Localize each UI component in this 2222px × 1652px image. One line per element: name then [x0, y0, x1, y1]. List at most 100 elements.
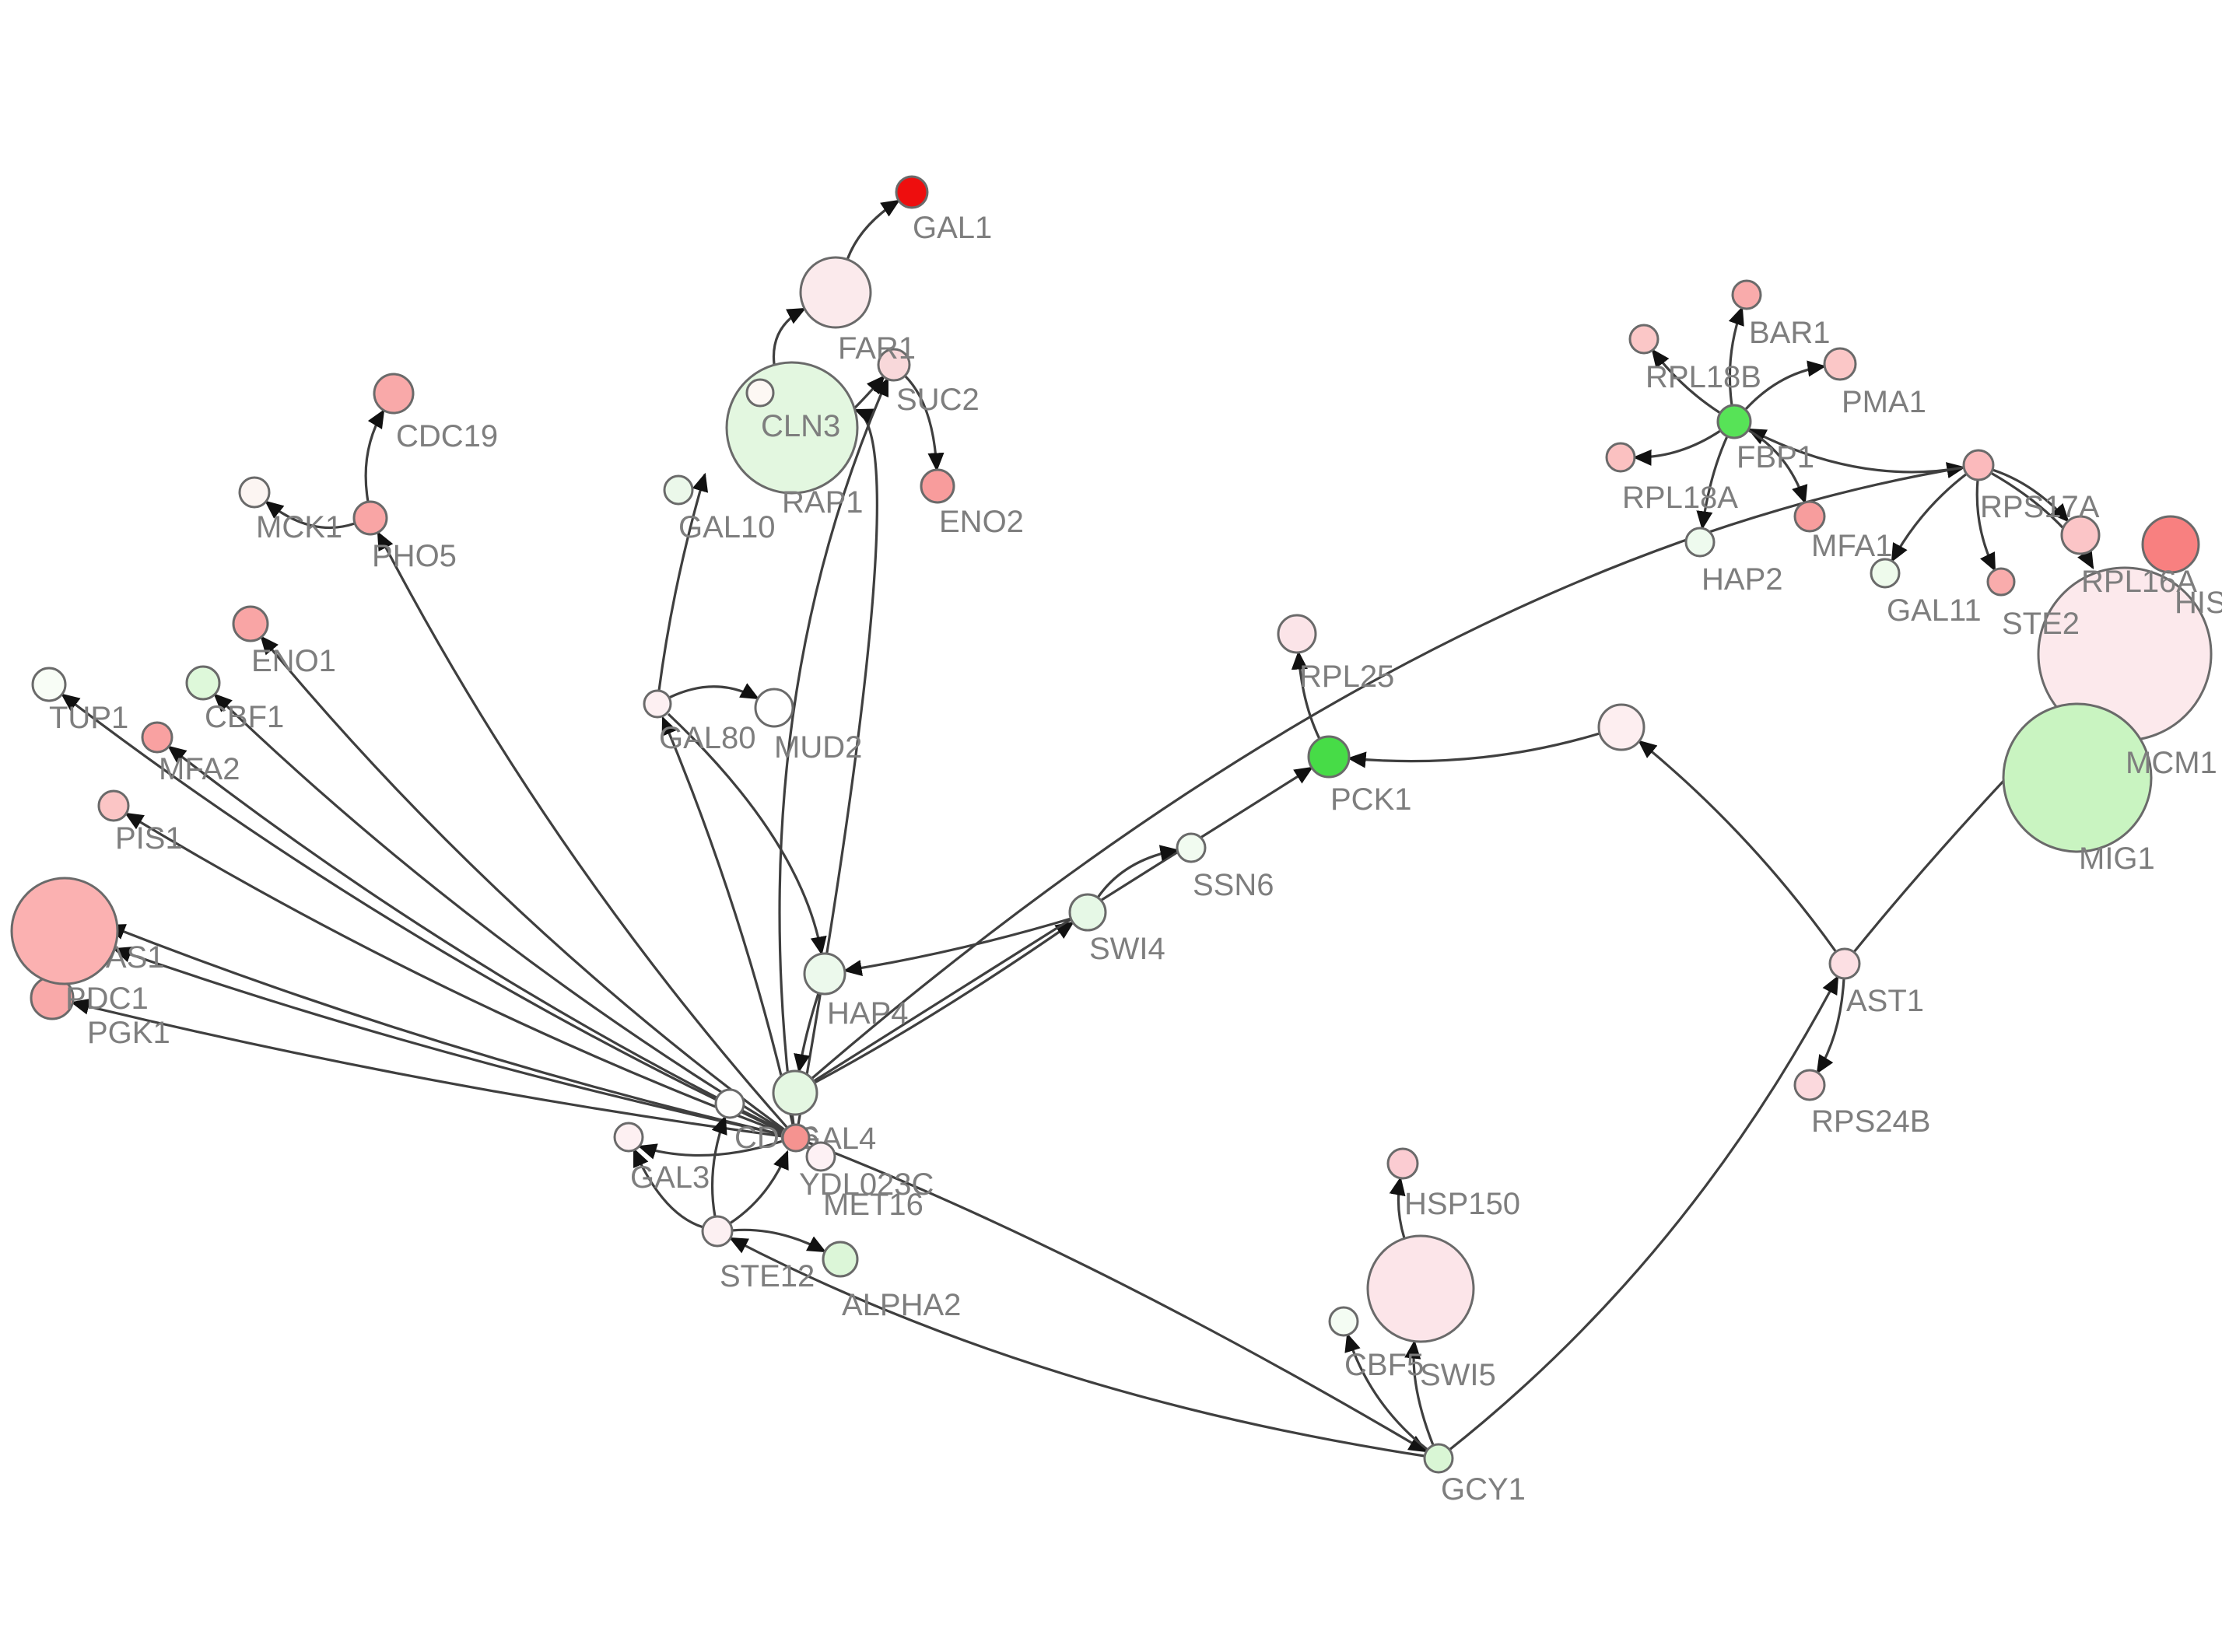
node-gal10[interactable]	[663, 474, 694, 506]
node-pinknode[interactable]	[1597, 703, 1645, 751]
node-eno1[interactable]	[232, 605, 269, 642]
node-ydl023c[interactable]	[781, 1123, 811, 1153]
node-hsp150[interactable]	[1386, 1147, 1419, 1180]
edge-gal80-rap1[interactable]	[657, 472, 709, 691]
node-alpha2[interactable]	[822, 1241, 859, 1278]
edge-cln3-far1[interactable]	[772, 307, 807, 365]
node-fbp1[interactable]	[1716, 404, 1752, 439]
node-gal3[interactable]	[613, 1122, 644, 1153]
node-rpl25[interactable]	[1277, 614, 1317, 654]
node-pdc1[interactable]	[10, 877, 119, 985]
edge-ydl023c-mfa2[interactable]	[167, 745, 785, 1133]
edge-gal80-hap4[interactable]	[667, 712, 827, 956]
node-ast1[interactable]	[1828, 947, 1861, 980]
edge-ydl023c-pho5[interactable]	[377, 530, 789, 1129]
edge-swi4-ssn6[interactable]	[1096, 845, 1179, 898]
edge-ydl023c-pis1[interactable]	[124, 812, 784, 1135]
edge-fbp1-mfa1[interactable]	[1747, 429, 1808, 505]
node-mfa2[interactable]	[141, 721, 173, 754]
edge-rps17a-fbp1[interactable]	[1747, 428, 1964, 474]
edge-ydl023c-tup1[interactable]	[61, 693, 785, 1134]
edge-gal4-rps17a[interactable]	[810, 462, 1966, 1080]
edge-rps17a-ste2[interactable]	[1975, 479, 1996, 572]
edge-ast1-pinknode[interactable]	[1638, 740, 1838, 953]
edge-ydl023c-pdc1[interactable]	[112, 947, 783, 1136]
edge-pinknode-pck1[interactable]	[1347, 732, 1600, 768]
edge-swi5-hsp150[interactable]	[1389, 1176, 1406, 1239]
edge-ydl023c-eno1[interactable]	[260, 635, 786, 1132]
edge-far1-gal1[interactable]	[846, 199, 901, 261]
edge-ste12-cdc6[interactable]	[710, 1115, 727, 1217]
edge-ydl023c-gal3[interactable]	[637, 1139, 783, 1160]
edge-suc2-eno2[interactable]	[903, 374, 945, 472]
node-pis1[interactable]	[97, 789, 130, 822]
node-swi5[interactable]	[1366, 1234, 1475, 1343]
node-gcy1[interactable]	[1423, 1443, 1454, 1474]
edge-gal80-mud2[interactable]	[668, 683, 760, 700]
node-cdc6[interactable]	[714, 1088, 745, 1119]
edge-pho5-cdc19[interactable]	[364, 408, 385, 502]
node-pck1[interactable]	[1307, 735, 1351, 779]
edge-gal4-pck1[interactable]	[813, 766, 1314, 1083]
node-mud2[interactable]	[754, 688, 794, 728]
edge-ydl023c-cln3[interactable]	[797, 408, 878, 1125]
edge-ste12-ydl023c[interactable]	[729, 1150, 789, 1225]
node-met16[interactable]	[805, 1141, 836, 1172]
node-hap2[interactable]	[1684, 527, 1716, 558]
node-cdc19[interactable]	[373, 373, 415, 415]
node-mfa1[interactable]	[1793, 500, 1826, 533]
edge-fbp1-hap2[interactable]	[1696, 436, 1729, 530]
edge-pho5-mck1[interactable]	[265, 500, 356, 529]
edge-gcy1-ast1[interactable]	[1449, 975, 1839, 1451]
edge-ydl023c-gal80[interactable]	[661, 716, 794, 1125]
node-swi4[interactable]	[1068, 893, 1107, 932]
node-gal80[interactable]	[643, 689, 672, 719]
node-pho5[interactable]	[352, 500, 388, 536]
edge-ydl023c-pgk1[interactable]	[70, 998, 783, 1138]
edge-gcy1-ste12[interactable]	[728, 1237, 1425, 1458]
node-his4[interactable]	[2141, 515, 2200, 574]
node-cbf5[interactable]	[1328, 1306, 1359, 1337]
edge-hap4-gal4[interactable]	[794, 992, 820, 1073]
node-ste12[interactable]	[701, 1215, 734, 1248]
node-ste2[interactable]	[1986, 567, 2016, 597]
edge-ste12-alpha2[interactable]	[731, 1228, 827, 1253]
node-suc2[interactable]	[877, 348, 911, 382]
node-cbf1[interactable]	[185, 665, 221, 701]
edge-ast1-rps24b[interactable]	[1816, 978, 1845, 1075]
edge-pck1-rpl25[interactable]	[1291, 650, 1321, 740]
node-rpl18a[interactable]	[1605, 442, 1636, 473]
node-pma1[interactable]	[1823, 347, 1857, 381]
edge-fbp1-rpl18a[interactable]	[1632, 429, 1721, 466]
node-eno2[interactable]	[920, 468, 955, 504]
node-mig1[interactable]	[2002, 702, 2153, 853]
node-gal11[interactable]	[1870, 558, 1901, 589]
edge-gcy1-cbf5[interactable]	[1344, 1332, 1428, 1451]
edge-rps17a-gal11[interactable]	[1891, 472, 1968, 563]
node-rpl16a[interactable]	[2060, 515, 2101, 555]
node-gal4[interactable]	[772, 1069, 818, 1116]
node-gal1[interactable]	[895, 175, 929, 209]
edge-ste12-gal3[interactable]	[633, 1147, 704, 1229]
node-tup1[interactable]	[31, 667, 67, 702]
edge-fbp1-bar1[interactable]	[1728, 306, 1744, 406]
node-whitedot[interactable]	[745, 378, 775, 408]
edge-ydl023c-suc2[interactable]	[778, 376, 889, 1125]
node-rps24b[interactable]	[1793, 1069, 1826, 1101]
edge-rps17a-mcm1[interactable]	[1990, 471, 2094, 570]
edge-ydl023c-cbf1[interactable]	[213, 693, 785, 1132]
node-rpl18b[interactable]	[1628, 324, 1659, 355]
edge-rps17a-rpl16a[interactable]	[1992, 468, 2070, 523]
node-mck1[interactable]	[238, 476, 271, 509]
edge-fbp1-pma1[interactable]	[1744, 360, 1827, 411]
node-ssn6[interactable]	[1176, 832, 1207, 863]
edge-fbp1-rpl18b[interactable]	[1651, 348, 1721, 415]
node-rps17a[interactable]	[1962, 449, 1995, 481]
edge-gal4-swi4[interactable]	[814, 921, 1074, 1084]
node-far1[interactable]	[799, 256, 872, 329]
edge-swi4-hap4[interactable]	[843, 916, 1074, 977]
edge-gcy1-swi5[interactable]	[1404, 1339, 1435, 1446]
node-bar1[interactable]	[1731, 279, 1762, 310]
edge-ydl023c-gcy1[interactable]	[808, 1141, 1428, 1453]
